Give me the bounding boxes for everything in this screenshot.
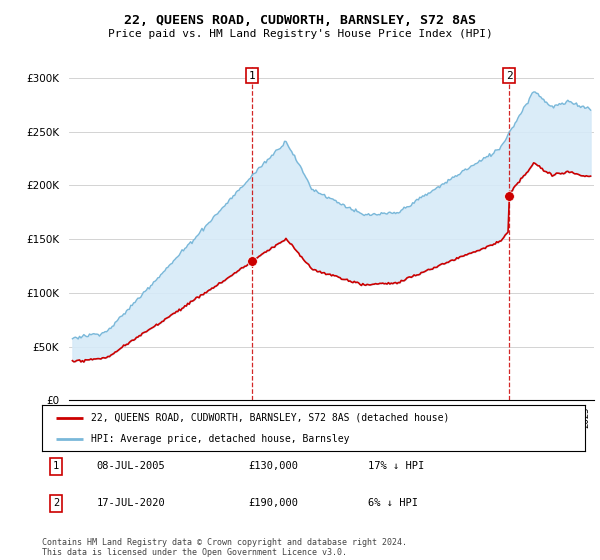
Text: 6% ↓ HPI: 6% ↓ HPI — [368, 498, 418, 508]
Text: 08-JUL-2005: 08-JUL-2005 — [97, 461, 165, 472]
Text: 1: 1 — [53, 461, 59, 472]
Text: Contains HM Land Registry data © Crown copyright and database right 2024.
This d: Contains HM Land Registry data © Crown c… — [42, 538, 407, 557]
Text: Price paid vs. HM Land Registry's House Price Index (HPI): Price paid vs. HM Land Registry's House … — [107, 29, 493, 39]
Text: £190,000: £190,000 — [248, 498, 298, 508]
Text: 17% ↓ HPI: 17% ↓ HPI — [368, 461, 424, 472]
Text: 22, QUEENS ROAD, CUDWORTH, BARNSLEY, S72 8AS (detached house): 22, QUEENS ROAD, CUDWORTH, BARNSLEY, S72… — [91, 413, 449, 423]
Text: 2: 2 — [506, 71, 512, 81]
Text: £130,000: £130,000 — [248, 461, 298, 472]
Text: 2: 2 — [53, 498, 59, 508]
Text: 1: 1 — [249, 71, 256, 81]
Text: HPI: Average price, detached house, Barnsley: HPI: Average price, detached house, Barn… — [91, 435, 349, 444]
Text: 22, QUEENS ROAD, CUDWORTH, BARNSLEY, S72 8AS: 22, QUEENS ROAD, CUDWORTH, BARNSLEY, S72… — [124, 14, 476, 27]
Text: 17-JUL-2020: 17-JUL-2020 — [97, 498, 165, 508]
